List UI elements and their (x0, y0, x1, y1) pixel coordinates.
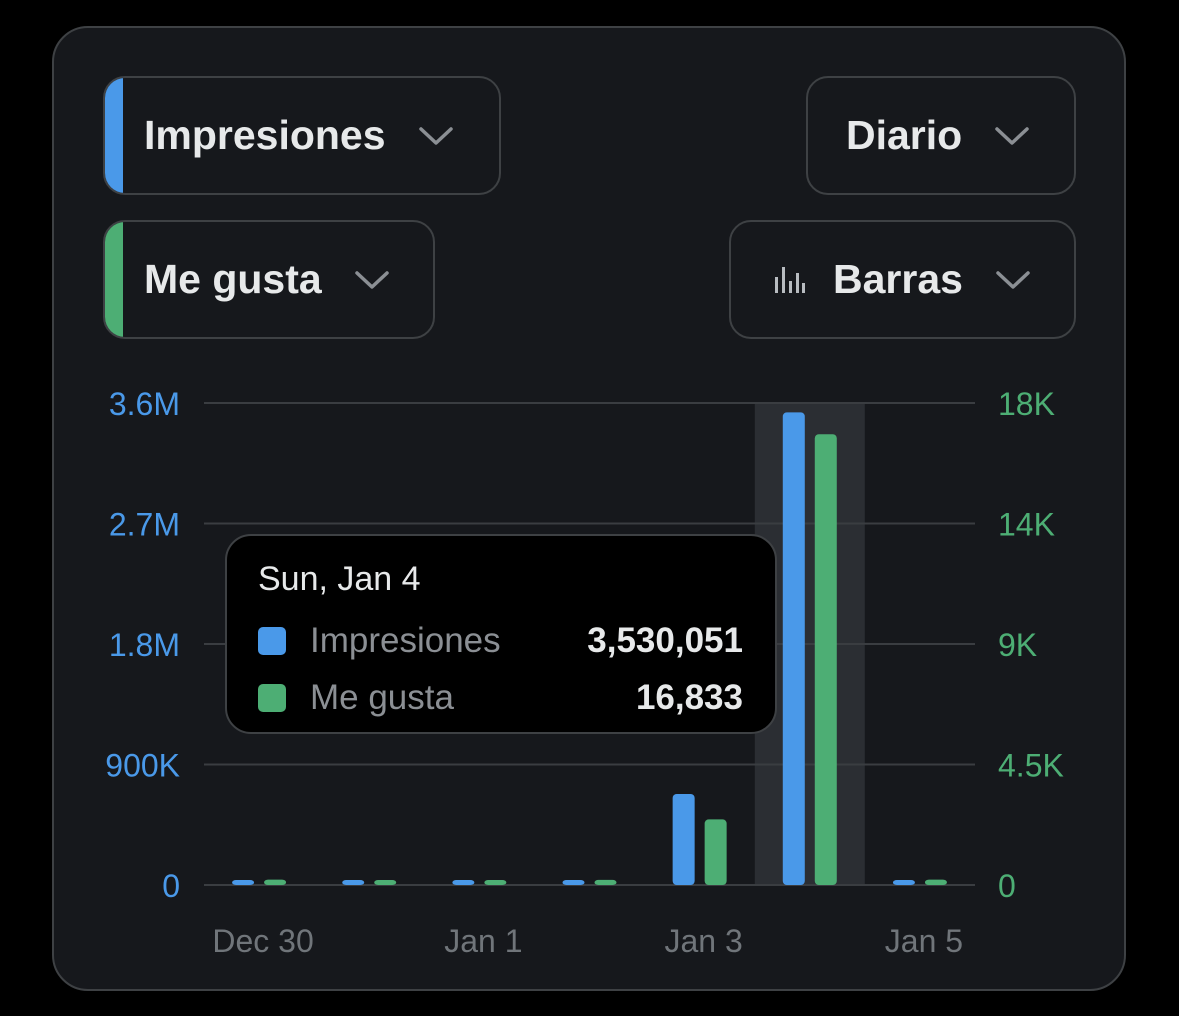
bar-chart-icon (773, 265, 805, 295)
x-tick-label: Jan 5 (885, 923, 963, 959)
bar-impresiones (782, 412, 805, 885)
bar-impresiones (562, 880, 585, 885)
chart-type-dropdown[interactable]: Barras (729, 220, 1076, 339)
y-left-tick-label: 3.6M (109, 386, 180, 422)
chevron-down-icon (995, 268, 1031, 292)
tooltip-series-name: Impresiones (310, 621, 501, 660)
period-label: Diario (846, 112, 963, 158)
bar-impresiones (892, 880, 915, 885)
metric1-color-indicator (105, 78, 123, 193)
bar-me-gusta (704, 819, 727, 885)
y-right-tick-label: 4.5K (998, 748, 1064, 784)
tooltip-date: Sun, Jan 4 (258, 560, 421, 598)
metric2-label: Me gusta (144, 256, 322, 302)
bar-impresiones (452, 880, 475, 885)
bar-me-gusta (924, 879, 947, 885)
metric1-dropdown[interactable]: Impresiones (103, 76, 501, 195)
tooltip-swatch-impresiones (258, 627, 286, 655)
tooltip-series-value: 3,530,051 (587, 621, 743, 660)
chevron-down-icon (354, 268, 390, 292)
bar-me-gusta (594, 879, 617, 885)
chart-type-label: Barras (833, 256, 963, 302)
bar-impresiones (342, 880, 365, 885)
bar-impresiones (232, 880, 255, 885)
tooltip-row-me-gusta: Me gusta 16,833 (258, 676, 743, 720)
period-dropdown[interactable]: Diario (806, 76, 1076, 195)
bar-me-gusta (374, 880, 397, 885)
metric1-label: Impresiones (144, 112, 386, 158)
x-tick-label: Jan 1 (444, 923, 522, 959)
tooltip-row-impresiones: Impresiones 3,530,051 (258, 619, 743, 663)
chart-tooltip: Sun, Jan 4 Impresiones 3,530,051 Me gust… (225, 534, 777, 734)
chevron-down-icon (418, 124, 454, 148)
y-right-tick-label: 0 (998, 868, 1016, 904)
tooltip-series-name: Me gusta (310, 678, 454, 717)
y-left-tick-label: 0 (162, 868, 180, 904)
bar-me-gusta (814, 434, 837, 885)
x-tick-label: Jan 3 (665, 923, 743, 959)
bar-me-gusta (264, 879, 287, 885)
bar-impresiones (672, 793, 695, 885)
tooltip-series-value: 16,833 (635, 678, 743, 717)
y-left-tick-label: 900K (105, 748, 180, 784)
y-left-tick-label: 2.7M (109, 507, 180, 543)
tooltip-swatch-me-gusta (258, 684, 286, 712)
y-right-tick-label: 9K (998, 627, 1037, 663)
bar-me-gusta (484, 880, 507, 885)
y-right-tick-label: 14K (998, 507, 1055, 543)
chevron-down-icon (994, 124, 1030, 148)
y-left-tick-label: 1.8M (109, 627, 180, 663)
metric2-dropdown[interactable]: Me gusta (103, 220, 435, 339)
x-tick-label: Dec 30 (212, 923, 313, 959)
metric2-color-indicator (105, 222, 123, 337)
y-right-tick-label: 18K (998, 386, 1055, 422)
